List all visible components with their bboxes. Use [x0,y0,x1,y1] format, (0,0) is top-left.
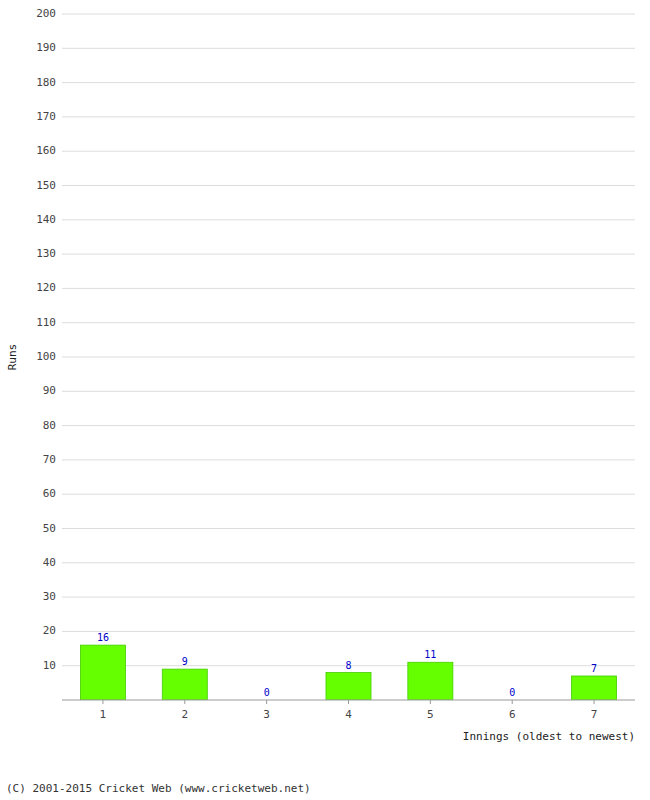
bar [326,673,371,700]
bar [80,645,125,700]
y-tick-label: 130 [36,247,56,260]
x-tick [266,700,267,704]
grid-line [62,391,635,392]
background [0,0,650,800]
bar [162,669,207,700]
grid-line [62,185,635,186]
data-label: 11 [424,649,436,660]
grid-line [62,631,635,632]
x-tick [430,700,431,704]
y-tick-label: 160 [36,144,56,157]
bars [80,645,616,700]
data-label: 8 [345,660,351,671]
x-tick-label: 3 [263,708,270,721]
x-tick-label: 6 [509,708,516,721]
bar [572,676,617,700]
data-label: 9 [182,656,188,667]
x-tick [102,700,103,704]
x-tick-label: 4 [345,708,352,721]
x-tick-label: 2 [181,708,188,721]
grid-line [62,116,635,117]
x-tick [184,700,185,704]
y-tick-label: 50 [43,522,56,535]
data-labels: 16 9 0 8 11 0 7 [97,632,597,698]
y-tick-label: 190 [36,41,56,54]
grid-line [62,254,635,255]
grid-line [62,425,635,426]
y-tick-label: 200 [36,7,56,20]
y-axis-label: Runs [6,344,19,371]
grid-line [62,219,635,220]
grid [62,14,635,666]
grid-line [62,562,635,563]
y-tick-label: 10 [43,659,56,672]
grid-line [62,459,635,460]
y-tick-label: 140 [36,213,56,226]
data-label: 7 [591,663,597,674]
y-tick-label: 80 [43,419,56,432]
grid-line [62,597,635,598]
x-tick [594,700,595,704]
y-axis: 10 20 30 40 50 60 70 80 90 100 110 120 130 140 150 160 1… [36,7,56,672]
grid-line [62,494,635,495]
y-tick-label: 180 [36,76,56,89]
y-tick-label: 170 [36,110,56,123]
data-label: 0 [264,687,270,698]
data-label: 16 [97,632,109,643]
x-axis: 1 2 3 4 5 6 7 [62,700,635,721]
grid-line [62,14,635,15]
y-tick-label: 100 [36,350,56,363]
y-tick-label: 110 [36,316,56,329]
grid-line [62,48,635,49]
grid-line [62,528,635,529]
x-tick [512,700,513,704]
x-tick-label: 1 [100,708,107,721]
y-tick-label: 30 [43,590,56,603]
grid-line [62,151,635,152]
x-axis-label: Innings (oldest to newest) [463,730,635,743]
data-label: 0 [509,687,515,698]
grid-line [62,82,635,83]
y-tick-label: 90 [43,384,56,397]
bar [408,662,453,700]
x-tick [348,700,349,704]
grid-line [62,357,635,358]
y-tick-label: 40 [43,556,56,569]
y-tick-label: 120 [36,281,56,294]
y-tick-label: 150 [36,179,56,192]
y-tick-label: 20 [43,624,56,637]
x-tick-label: 5 [427,708,434,721]
y-tick-label: 70 [43,453,56,466]
chart-container: 1020304050607080901001101201301401501601… [0,0,650,800]
grid-line [62,322,635,323]
y-tick-label: 60 [43,487,56,500]
chart-svg: 1020304050607080901001101201301401501601… [0,0,650,800]
x-tick-label: 7 [591,708,598,721]
grid-line [62,288,635,289]
footer: (C) 2001-2015 Cricket Web (www.cricketwe… [6,782,311,795]
